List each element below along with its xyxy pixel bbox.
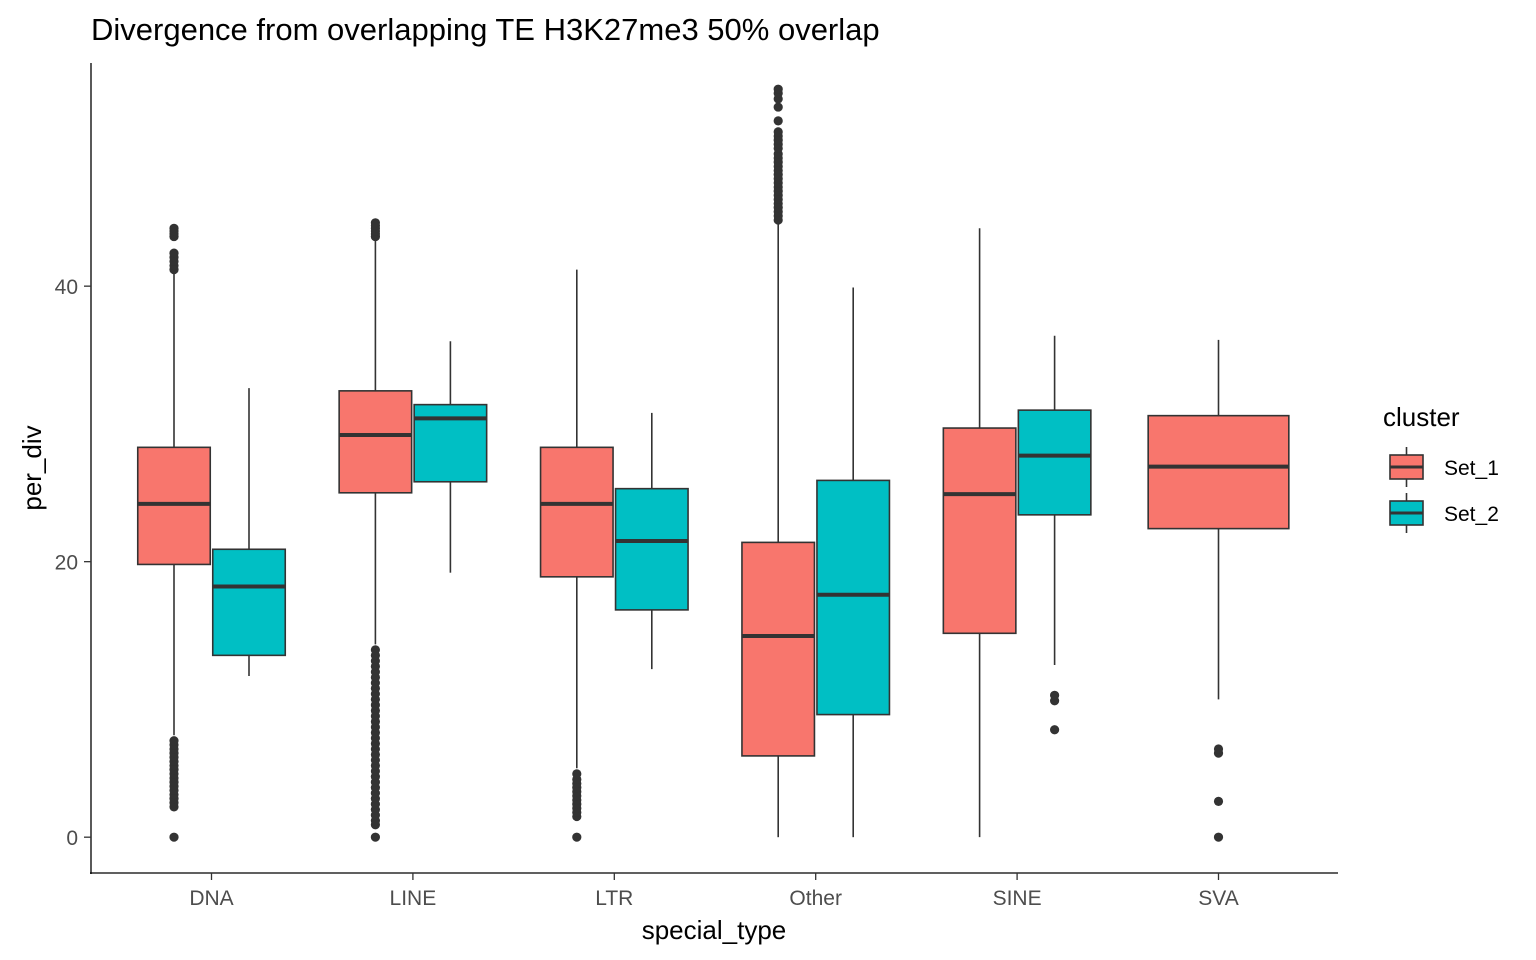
- outlier-point: [773, 84, 783, 94]
- box-other-set-2: [816, 287, 891, 838]
- legend-title: cluster: [1383, 402, 1460, 432]
- box-sva-set-1: [1147, 339, 1290, 842]
- x-tick-label-sine: SINE: [993, 887, 1042, 910]
- x-tick-label-sva: SVA: [1198, 887, 1238, 910]
- iqr-box: [1017, 409, 1092, 516]
- legend-entry-set-2: Set_2: [1389, 493, 1499, 533]
- outlier-point: [572, 832, 582, 842]
- iqr-box: [614, 487, 689, 611]
- box-dna-set-2: [211, 388, 287, 677]
- x-tick-label-dna: DNA: [189, 887, 233, 910]
- x-tick-label-ltr: LTR: [595, 887, 633, 910]
- plot-area: [136, 84, 1290, 842]
- box-line-set-1: [338, 218, 413, 842]
- box-line-set-2: [413, 341, 488, 573]
- y-axis-ticks: 0 20 40: [55, 276, 91, 850]
- iqr-box: [1147, 414, 1290, 530]
- outlier-point: [1213, 744, 1224, 754]
- y-tick-label: 20: [55, 552, 78, 575]
- outlier-point: [1050, 725, 1060, 735]
- y-tick-label: 0: [66, 827, 78, 850]
- outlier-point: [370, 218, 380, 228]
- legend-label: Set_2: [1444, 503, 1499, 526]
- box-dna-set-1: [136, 223, 212, 842]
- outlier-point: [773, 127, 783, 137]
- outlier-point: [1213, 796, 1224, 806]
- iqr-box: [413, 403, 488, 483]
- outlier-point: [169, 248, 179, 258]
- outlier-point: [773, 102, 783, 112]
- outlier-point: [1213, 832, 1224, 842]
- box-sine-set-2: [1017, 335, 1092, 735]
- x-tick-label-other: Other: [789, 887, 842, 910]
- outlier-point: [169, 223, 179, 233]
- outlier-point: [169, 736, 179, 746]
- iqr-box: [136, 446, 212, 566]
- legend-label: Set_1: [1444, 457, 1499, 480]
- iqr-box: [539, 446, 614, 578]
- outlier-point: [169, 832, 179, 842]
- box-sine-set-1: [942, 228, 1017, 838]
- x-tick-label-line: LINE: [390, 887, 437, 910]
- outlier-point: [1050, 690, 1060, 700]
- x-axis-ticks: DNA LINE LTR Other SINE SVA: [189, 873, 1239, 910]
- outlier-point: [572, 769, 582, 779]
- iqr-box: [211, 548, 287, 657]
- x-axis-title: special_type: [642, 915, 787, 945]
- legend: cluster Set_1 Set_2: [1383, 402, 1499, 533]
- outlier-point: [370, 832, 380, 842]
- box-ltr-set-1: [539, 269, 614, 842]
- iqr-box: [942, 427, 1017, 635]
- box-other-set-1: [741, 84, 816, 838]
- iqr-box: [741, 541, 816, 757]
- legend-entries: Set_1 Set_2: [1389, 447, 1499, 533]
- legend-entry-set-1: Set_1: [1389, 447, 1499, 487]
- outlier-point: [773, 116, 783, 126]
- y-tick-label: 40: [55, 276, 78, 299]
- iqr-box: [338, 390, 413, 494]
- y-axis-title: per_div: [17, 425, 47, 510]
- box-ltr-set-2: [614, 412, 689, 670]
- iqr-box: [816, 479, 891, 716]
- outlier-point: [370, 645, 380, 655]
- chart-title: Divergence from overlapping TE H3K27me3 …: [91, 12, 880, 47]
